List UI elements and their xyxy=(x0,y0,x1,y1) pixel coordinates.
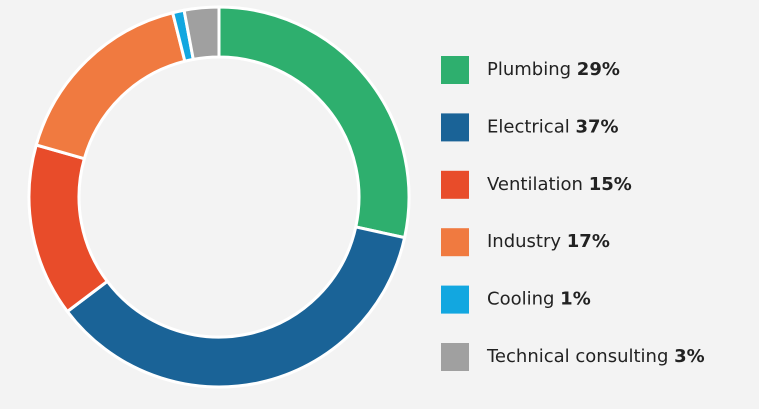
legend-value: 3% xyxy=(674,346,705,367)
legend-label: Electrical 37% xyxy=(487,116,619,137)
legend-value: 15% xyxy=(589,174,632,195)
legend-name: Plumbing xyxy=(487,59,571,80)
legend-swatch xyxy=(441,228,469,257)
legend-name: Electrical xyxy=(487,116,570,137)
legend-value: 29% xyxy=(577,59,620,80)
legend-label: Cooling 1% xyxy=(487,289,591,310)
legend-swatch xyxy=(441,343,469,371)
legend-name: Industry xyxy=(487,231,561,252)
legend-value: 37% xyxy=(575,116,618,137)
legend-swatch xyxy=(441,285,469,314)
donut-slice xyxy=(65,225,407,389)
donut-slice xyxy=(182,5,221,62)
legend-label: Ventilation 15% xyxy=(487,174,632,195)
legend-label: Plumbing 29% xyxy=(487,59,620,80)
legend-label: Industry 17% xyxy=(487,231,610,252)
legend-name: Ventilation xyxy=(487,174,583,195)
donut-slice xyxy=(217,5,411,240)
legend-swatch xyxy=(441,113,469,142)
donut-slice xyxy=(34,10,187,161)
legend-value: 1% xyxy=(560,289,591,310)
legend-name: Cooling xyxy=(487,289,554,310)
legend-value: 17% xyxy=(567,231,610,252)
legend-swatch xyxy=(441,56,469,84)
legend-swatch xyxy=(441,170,469,199)
legend-label: Technical consulting 3% xyxy=(486,346,705,367)
legend-name: Technical consulting xyxy=(486,346,668,367)
donut-slice xyxy=(27,143,110,314)
